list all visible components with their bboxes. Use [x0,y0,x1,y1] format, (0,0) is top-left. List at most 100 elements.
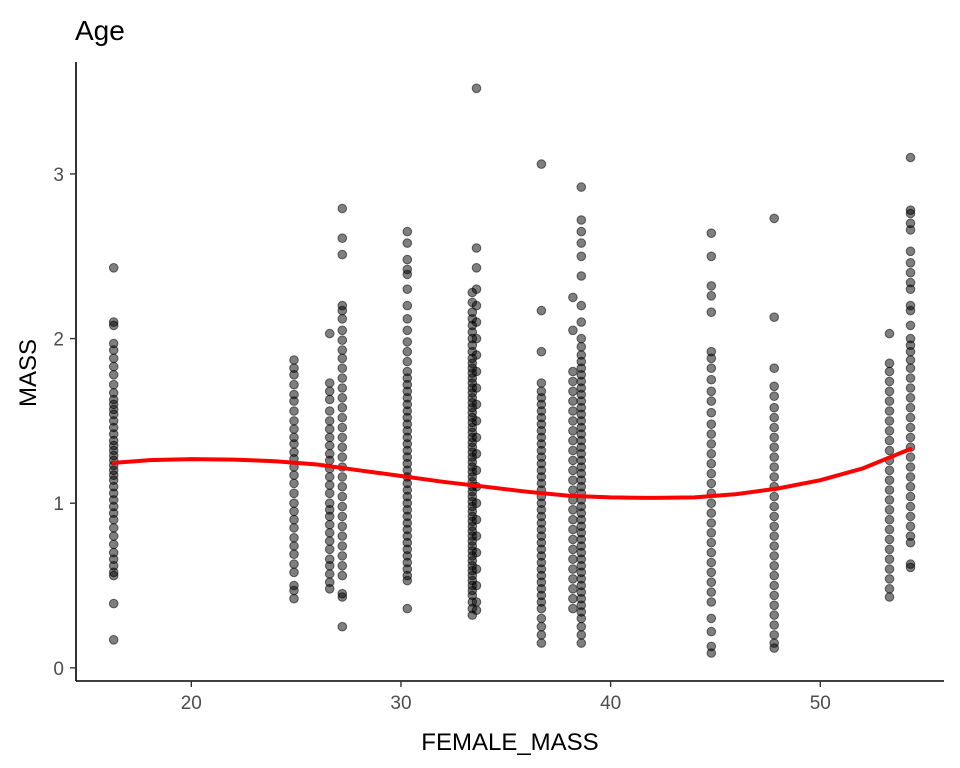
y-tick-label: 2 [53,330,64,351]
data-point [568,524,578,535]
data-point [568,435,578,446]
data-point [568,554,578,565]
y-tick-label: 3 [53,165,64,186]
data-point [769,312,780,323]
data-point [471,366,482,377]
data-point [568,455,578,466]
data-point [402,226,413,237]
data-point [905,511,916,522]
data-point [324,378,335,388]
data-point [769,600,780,611]
data-point [289,470,299,481]
data-point [337,345,348,355]
data-point [769,590,780,601]
data-point [884,564,895,574]
data-point [471,580,482,591]
data-point [471,300,482,311]
data-point [706,307,717,318]
data-point [289,593,299,604]
data-point [289,559,299,569]
data-point [536,613,547,624]
data-point [108,345,119,355]
data-point [337,314,348,324]
data-point [884,386,895,397]
data-point [576,215,587,225]
data-point [706,528,717,538]
data-point [576,226,587,237]
data-point [536,305,547,316]
data-point [884,534,895,545]
data-point [769,570,780,581]
data-point [289,488,299,499]
data-point [337,511,348,522]
data-point [706,508,717,518]
data-point [324,424,335,434]
data-point [289,379,299,390]
data-point [289,439,299,449]
data-point [108,570,119,581]
data-point [884,416,895,426]
data-point [769,432,780,443]
data-point [568,445,578,456]
data-point [471,597,482,607]
data-point [568,386,578,397]
data-points [108,83,916,658]
data-point [769,561,780,571]
data-point [576,613,587,624]
data-point [324,472,335,482]
data-point [905,346,916,357]
data-point [769,491,780,502]
data-point [884,592,895,602]
data-point [536,621,547,632]
chart-title: Age [75,15,125,46]
data-point [471,465,482,476]
data-point [108,379,119,390]
data-point [337,452,348,462]
data-point [324,455,335,466]
data-point [324,519,335,530]
data-point [905,462,916,472]
data-point [471,514,482,525]
x-axis-ticks: 20 30 40 50 [181,681,831,714]
data-point [884,445,895,456]
data-point [576,621,587,632]
data-point [706,557,717,568]
data-point [568,475,578,486]
data-point [568,325,578,336]
data-point [576,342,587,352]
data-point [706,468,717,479]
data-point [324,480,335,490]
data-point [337,363,348,374]
data-point [884,366,895,377]
data-point [706,458,717,469]
data-point [337,501,348,512]
data-point [108,598,119,609]
data-point [471,284,482,295]
data-point [568,406,578,416]
data-point [324,416,335,426]
data-point [905,284,916,295]
data-point [337,249,348,260]
data-point [568,584,578,594]
data-point [905,562,916,573]
data-point [337,422,348,433]
data-point [905,422,916,433]
data-point [706,613,717,624]
data-point [337,432,348,443]
data-point [706,396,717,406]
data-point [905,152,916,163]
data-point [706,251,717,262]
data-point [568,544,578,555]
data-point [536,346,547,357]
data-point [337,393,348,403]
data-point [324,394,335,405]
data-point [337,412,348,423]
data-point [471,83,482,94]
data-point [568,574,578,584]
y-axis-title: MASS [15,339,42,407]
data-point [108,370,119,380]
data-point [905,452,916,462]
data-point [536,630,547,640]
data-point [769,213,780,224]
data-point [402,269,413,280]
